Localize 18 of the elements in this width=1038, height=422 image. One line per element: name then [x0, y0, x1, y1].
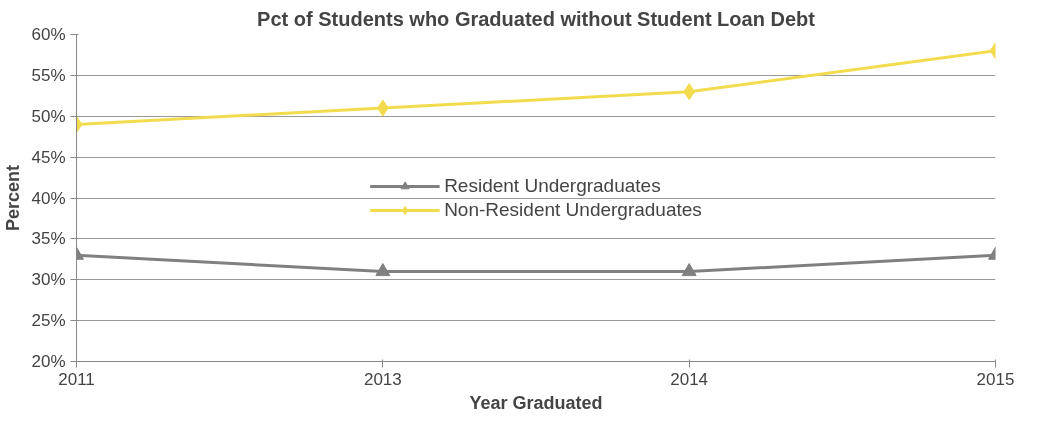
- y-tick-label: 45%: [31, 147, 66, 167]
- y-tick-label: 20%: [31, 352, 66, 371]
- x-axis-title: Year Graduated: [469, 392, 603, 413]
- x-tick-label: 2013: [363, 369, 402, 389]
- legend-label: Resident Undergraduates: [444, 174, 661, 197]
- y-tick-label: 35%: [31, 229, 66, 249]
- x-tick-label: 2014: [670, 369, 709, 389]
- y-tick-label: 50%: [31, 106, 66, 126]
- y-tick-label: 25%: [31, 311, 66, 331]
- chart-title: Pct of Students who Graduated without Student Loan Debt: [257, 7, 816, 30]
- y-tick-label: 30%: [31, 270, 66, 290]
- y-tick-label: 40%: [31, 188, 66, 208]
- x-tick-label: 2015: [976, 369, 1015, 389]
- x-tick-label: 2011: [58, 369, 95, 389]
- y-tick-label: 55%: [31, 65, 66, 85]
- y-tick-label: 60%: [31, 25, 66, 44]
- legend-label: Non-Resident Undergraduates: [444, 198, 702, 221]
- y-axis-title: Percent: [3, 164, 24, 232]
